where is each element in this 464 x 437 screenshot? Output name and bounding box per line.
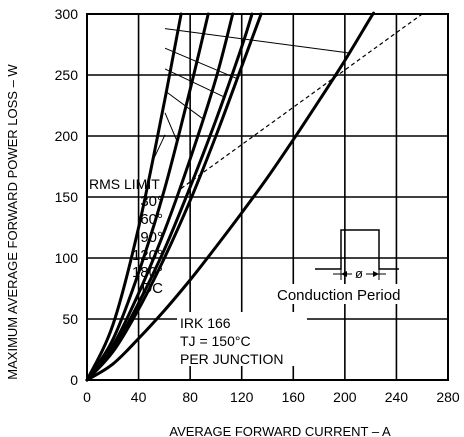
series-leader-line	[164, 28, 350, 54]
x-tick-label: 40	[131, 389, 147, 405]
series-curve-180	[85, 12, 263, 382]
series-label: 30°	[140, 193, 163, 210]
series-curve-90	[85, 12, 235, 382]
plot-frame	[86, 13, 449, 381]
y-tick-labels: 0 50 100 150 200 250 300	[55, 6, 79, 388]
series-curve-60	[85, 12, 210, 382]
x-tick-label: 160	[282, 389, 306, 405]
y-tick-label: 300	[55, 6, 79, 22]
y-tick-label: 0	[70, 372, 78, 388]
series-leader-line	[164, 68, 225, 98]
series-label: 180°	[132, 264, 163, 281]
x-tick-label: 280	[436, 389, 460, 405]
per-junction-note: PER JUNCTION	[180, 351, 283, 367]
rms-limit-dashed-line	[180, 13, 423, 189]
series-curves	[85, 11, 376, 382]
conduction-period-inset: ø Conduction Period	[277, 229, 442, 304]
x-tick-label: 240	[385, 389, 409, 405]
series-label: DC	[141, 280, 163, 297]
device-name: IRK 166	[180, 315, 231, 331]
junction-temperature: TJ = 150°C	[180, 333, 251, 349]
phi-symbol: ø	[355, 266, 363, 281]
y-axis-label: MAXIMUM AVERAGE FORWARD POWER LOSS – W	[5, 64, 20, 380]
y-tick-label: 50	[62, 311, 78, 327]
rms-limit-line	[180, 13, 423, 189]
y-tick-label: 250	[55, 67, 79, 83]
series-leader-line	[164, 90, 204, 120]
grid-lines	[86, 13, 449, 381]
x-tick-label: 120	[230, 389, 254, 405]
series-leader-line	[151, 134, 166, 164]
device-annotation: IRK 166 TJ = 150°C PER JUNCTION	[177, 312, 307, 367]
series-label: 90°	[140, 229, 163, 246]
series-label: 120°	[132, 247, 163, 264]
series-curve-dc	[85, 11, 376, 382]
conduction-period-label: Conduction Period	[277, 287, 400, 304]
rms-limit-label: RMS LIMIT	[89, 176, 160, 192]
series-curve-120	[85, 12, 254, 382]
y-tick-label: 100	[55, 250, 79, 266]
y-tick-label: 150	[55, 189, 79, 205]
x-tick-label: 200	[333, 389, 357, 405]
y-tick-label: 200	[55, 128, 79, 144]
series-leader-line	[164, 112, 178, 142]
x-tick-label: 80	[182, 389, 198, 405]
x-axis-label: AVERAGE FORWARD CURRENT – A	[169, 424, 391, 437]
x-tick-labels: 0 40 80 120 160 200 240 280	[83, 389, 460, 405]
x-tick-label: 0	[83, 389, 91, 405]
series-leader-line	[164, 47, 238, 80]
waveform-symbol	[315, 229, 399, 270]
series-label: 60°	[140, 211, 163, 228]
